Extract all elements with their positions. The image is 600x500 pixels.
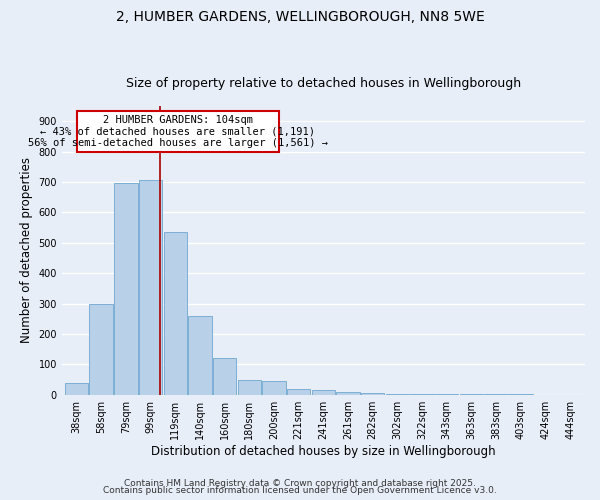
Bar [311, 390, 335, 394]
Y-axis label: Number of detached properties: Number of detached properties [20, 158, 33, 344]
Text: Contains HM Land Registry data © Crown copyright and database right 2025.: Contains HM Land Registry data © Crown c… [124, 478, 476, 488]
Bar [114, 184, 137, 394]
Title: Size of property relative to detached houses in Wellingborough: Size of property relative to detached ho… [126, 76, 521, 90]
Bar [188, 316, 212, 394]
Bar [164, 232, 187, 394]
Bar [89, 304, 113, 394]
Bar [287, 388, 310, 394]
X-axis label: Distribution of detached houses by size in Wellingborough: Distribution of detached houses by size … [151, 444, 496, 458]
Bar [337, 392, 360, 394]
FancyBboxPatch shape [77, 110, 279, 152]
Text: 56% of semi-detached houses are larger (1,561) →: 56% of semi-detached houses are larger (… [28, 138, 328, 147]
Bar [361, 393, 385, 394]
Text: Contains public sector information licensed under the Open Government Licence v3: Contains public sector information licen… [103, 486, 497, 495]
Text: 2 HUMBER GARDENS: 104sqm: 2 HUMBER GARDENS: 104sqm [103, 115, 253, 125]
Bar [238, 380, 261, 394]
Text: 2, HUMBER GARDENS, WELLINGBOROUGH, NN8 5WE: 2, HUMBER GARDENS, WELLINGBOROUGH, NN8 5… [116, 10, 484, 24]
Bar [262, 381, 286, 394]
Bar [65, 382, 88, 394]
Bar [139, 180, 162, 394]
Bar [213, 358, 236, 395]
Text: ← 43% of detached houses are smaller (1,191): ← 43% of detached houses are smaller (1,… [40, 126, 316, 136]
